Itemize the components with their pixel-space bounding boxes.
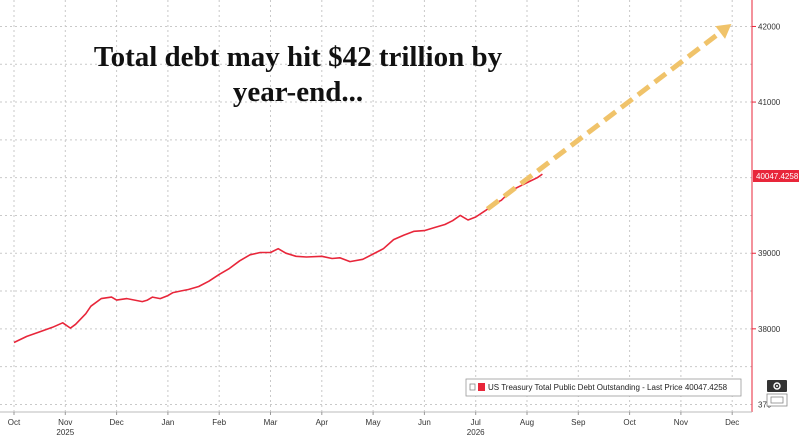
x-tick-label: Apr	[316, 418, 329, 427]
x-tick-label: Jul	[471, 418, 481, 427]
projection-layer	[485, 23, 732, 212]
x-tick-label: Jan	[161, 418, 174, 427]
y-tick-label: 38000	[758, 325, 781, 334]
legend-swatch	[478, 383, 485, 391]
y-tick-label: 39000	[758, 249, 781, 258]
legend-box	[465, 378, 742, 397]
last-price-label: 40047.4258	[756, 172, 799, 181]
axis-scale-icon[interactable]	[766, 393, 788, 407]
x-tick-label: Sep	[571, 418, 586, 427]
chart-title-line-1: Total debt may hit $42 trillion by	[94, 41, 503, 73]
y-tick-label: 42000	[758, 22, 781, 31]
series-line	[13, 173, 543, 344]
legend[interactable]: US Treasury Total Public Debt Outstandin…	[465, 378, 742, 397]
legend-handle[interactable]	[469, 383, 476, 391]
chart-title: Total debt may hit $42 trillion by year-…	[94, 41, 503, 108]
x-tick-label: Dec	[109, 418, 123, 427]
last-price-badge: 40047.4258	[753, 170, 799, 182]
projection-line	[485, 30, 722, 212]
x-axis-ticks: Oct Nov Dec Jan Feb Mar Apr May Jun Jul Aug Sep Oct N…	[8, 412, 739, 437]
x-year-label: 2025	[56, 428, 74, 437]
x-tick-label: Oct	[8, 418, 21, 427]
x-year-label: 2026	[467, 428, 485, 437]
projection-arrowhead	[715, 23, 732, 39]
series-layer	[13, 173, 543, 344]
x-tick-label: Mar	[264, 418, 278, 427]
y-tick-label: 41000	[758, 98, 781, 107]
x-tick-label: Feb	[212, 418, 226, 427]
chart-title-line-2: year-end...	[233, 76, 363, 108]
x-tick-label: Nov	[674, 418, 688, 427]
x-tick-label: May	[366, 418, 381, 427]
last-price-badge-bg	[753, 170, 799, 182]
x-tick-label: Jun	[418, 418, 431, 427]
y-tick-label: 370	[758, 400, 772, 409]
gear-icon[interactable]	[767, 380, 787, 392]
x-tick-label: Aug	[520, 418, 534, 427]
x-tick-label: Nov	[58, 418, 72, 427]
x-tick-label: Oct	[623, 418, 636, 427]
x-tick-label: Dec	[725, 418, 739, 427]
y-axis-ticks: 38000 39000 41000 42000 370	[752, 22, 781, 409]
legend-label: US Treasury Total Public Debt Outstandin…	[488, 383, 728, 392]
